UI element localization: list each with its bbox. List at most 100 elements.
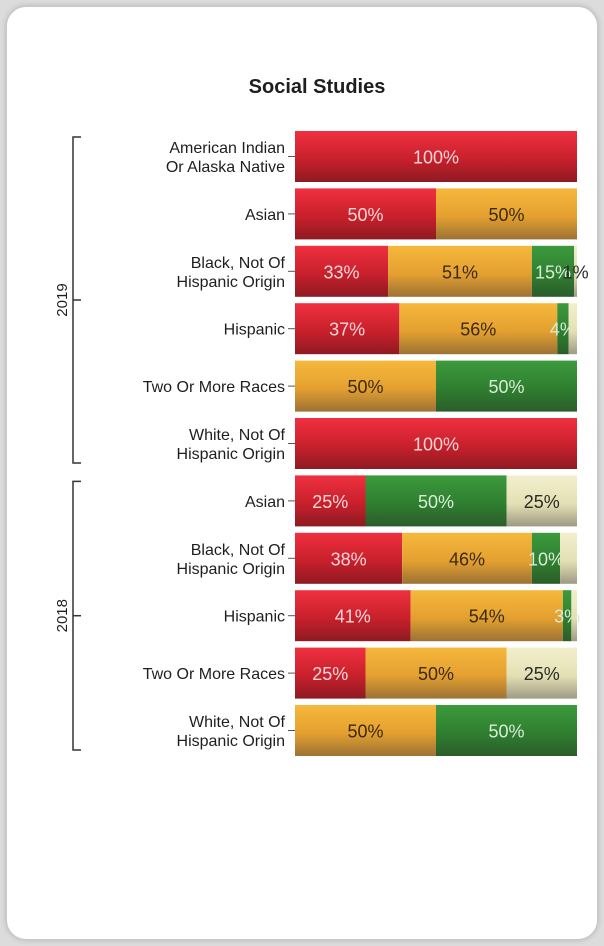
category-label-line: White, Not Of xyxy=(189,714,286,731)
group-bracket: 2018 xyxy=(54,480,81,751)
category-label-line: Hispanic Origin xyxy=(177,274,285,291)
bar-row: Asian 25% 50% 25% xyxy=(245,475,577,527)
bar-segment xyxy=(436,360,577,412)
bar-segment xyxy=(574,245,577,297)
chart-title: Social Studies xyxy=(249,76,386,98)
bar-segment xyxy=(560,532,577,584)
bar-segment xyxy=(365,475,507,527)
data-label: 50% xyxy=(418,664,454,684)
bar-segment xyxy=(295,245,389,297)
category-label: Two Or More Races xyxy=(143,379,285,396)
data-label: 100% xyxy=(413,435,459,455)
bar-row: American Indian Or Alaska Native 100% xyxy=(166,131,577,182)
bar-segment xyxy=(295,188,436,240)
data-label: 51% xyxy=(442,262,478,282)
bar-segment xyxy=(568,303,577,355)
category-label: American Indian Or Alaska Native xyxy=(166,140,285,176)
category-label-line: Hispanic Origin xyxy=(177,446,285,463)
data-label: 10% xyxy=(528,549,564,569)
bar-segment xyxy=(295,590,411,642)
data-label: 50% xyxy=(347,722,383,742)
data-label: 25% xyxy=(524,664,560,684)
category-label: Asian xyxy=(245,494,285,511)
data-label: 37% xyxy=(329,320,365,340)
bar-row: Two Or More Races 25% 50% 25% xyxy=(143,647,577,699)
data-label: 54% xyxy=(469,607,505,627)
category-label-line: Hispanic Origin xyxy=(177,733,285,750)
category-label: White, Not Of Hispanic Origin xyxy=(177,427,286,463)
data-label: 50% xyxy=(488,377,524,397)
bar-segment xyxy=(562,590,572,642)
bar-row: Black, Not Of Hispanic Origin 33% 51% 15%1% xyxy=(177,245,589,297)
category-label-line: Black, Not Of xyxy=(191,255,286,272)
data-label: 46% xyxy=(449,549,485,569)
chart-body: American Indian Or Alaska Native 100% Asian… xyxy=(54,131,589,756)
data-label: 50% xyxy=(347,377,383,397)
bar-segment xyxy=(388,245,532,297)
category-label: Two Or More Races xyxy=(143,666,285,683)
category-label-line: Asian xyxy=(245,207,285,224)
bar-segment xyxy=(295,532,403,584)
bar-segment xyxy=(295,705,436,756)
category-label-line: Hispanic Origin xyxy=(177,561,285,578)
bar-segment xyxy=(531,532,561,584)
category-label: Hispanic xyxy=(224,609,285,626)
bar-row: White, Not Of Hispanic Origin 100% xyxy=(177,418,577,469)
bar-segment xyxy=(399,303,558,355)
bar-segment xyxy=(295,418,577,469)
bar-segment xyxy=(295,131,577,182)
data-label: 50% xyxy=(347,205,383,225)
bar-segment xyxy=(557,303,569,355)
bar-row: Black, Not Of Hispanic Origin 38% 46% 10% xyxy=(177,532,577,584)
category-label-line: Asian xyxy=(245,494,285,511)
category-label: Hispanic xyxy=(224,322,285,339)
data-label: 100% xyxy=(413,148,459,168)
category-label: White, Not Of Hispanic Origin xyxy=(177,714,286,750)
category-label: Black, Not Of Hispanic Origin xyxy=(177,255,286,291)
category-label-line: Black, Not Of xyxy=(191,542,286,559)
category-label-line: Or Alaska Native xyxy=(166,159,285,176)
category-label-line: Two Or More Races xyxy=(143,666,285,683)
bar-segment xyxy=(531,245,575,297)
data-label: 41% xyxy=(335,607,371,627)
data-label: 50% xyxy=(418,492,454,512)
bar-segment xyxy=(295,647,366,699)
category-label: Asian xyxy=(245,207,285,224)
group-label: 2019 xyxy=(54,283,71,316)
stacked-bar-chart: Social Studies American Indian Or Alaska … xyxy=(54,76,589,756)
data-label: 25% xyxy=(524,492,560,512)
data-label: 25% xyxy=(312,664,348,684)
data-label: 50% xyxy=(488,722,524,742)
data-label: 1% xyxy=(563,262,589,282)
group-bracket: 2019 xyxy=(54,136,81,464)
category-label-line: Hispanic xyxy=(224,322,285,339)
data-label: 56% xyxy=(460,320,496,340)
category-label-line: White, Not Of xyxy=(189,427,286,444)
bar-row: White, Not Of Hispanic Origin 50% 50% xyxy=(177,705,577,756)
category-label-line: American Indian xyxy=(169,140,285,157)
bar-segment xyxy=(402,532,532,584)
category-label-line: Hispanic xyxy=(224,609,285,626)
bar-segment xyxy=(436,705,577,756)
data-label: 33% xyxy=(324,262,360,282)
data-label: 50% xyxy=(488,205,524,225)
bar-segment xyxy=(410,590,563,642)
bar-segment xyxy=(295,360,436,412)
bar-segment xyxy=(295,475,366,527)
category-label: Black, Not Of Hispanic Origin xyxy=(177,542,286,578)
bar-row: Hispanic 41% 54% 3% xyxy=(224,590,580,642)
bar-segment xyxy=(365,647,507,699)
bar-segment xyxy=(295,303,400,355)
bar-segment xyxy=(506,647,577,699)
category-label-line: Two Or More Races xyxy=(143,379,285,396)
data-label: 15% xyxy=(535,262,571,282)
bar-row: Two Or More Races 50% 50% xyxy=(143,360,577,412)
data-label: 38% xyxy=(331,549,367,569)
bar-segment xyxy=(436,188,577,240)
group-label: 2018 xyxy=(54,599,71,632)
bar-row: Hispanic 37% 56% 4% xyxy=(224,303,577,355)
bar-row: Asian 50% 50% xyxy=(245,188,577,240)
bar-segment xyxy=(571,590,577,642)
bar-segment xyxy=(506,475,577,527)
data-label: 25% xyxy=(312,492,348,512)
